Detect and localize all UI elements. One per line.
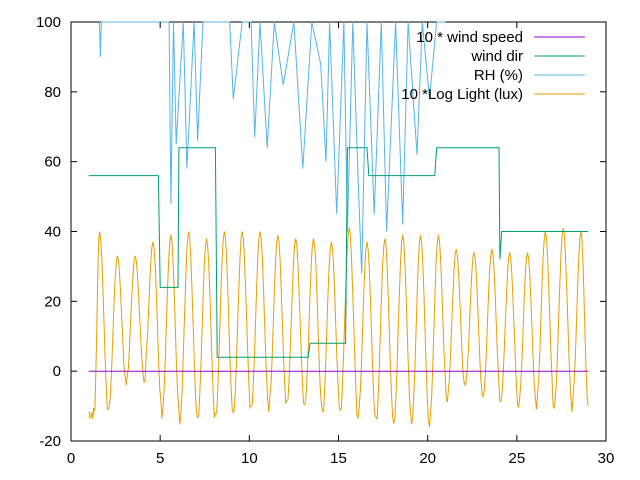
legend: 10 * wind speed wind dir RH (%) 10 *Log Lig… (401, 29, 585, 103)
x-tick-label: 5 (156, 450, 164, 467)
y-tick-label: -20 (39, 433, 61, 450)
y-tick-label: 60 (44, 154, 61, 171)
y-tick-label: 80 (44, 84, 61, 101)
series-layer (88, 21, 589, 428)
x-tick-label: 20 (419, 450, 436, 467)
series-line-wind-dir (88, 147, 589, 358)
legend-label: 10 *Log Light (lux) (401, 86, 523, 103)
y-tick-label: 20 (44, 293, 61, 310)
x-tick-label: 0 (67, 450, 75, 467)
y-tick-label: 40 (44, 224, 61, 241)
x-tick-label: 25 (508, 450, 525, 467)
x-tick-label: 30 (598, 450, 615, 467)
x-tick-label: 10 (241, 450, 258, 467)
x-tick-label: 15 (330, 450, 347, 467)
y-tick-label: 100 (36, 14, 61, 31)
y-tick-label: 0 (53, 363, 61, 380)
series-line-rh (99, 21, 446, 274)
legend-label: RH (%) (474, 67, 523, 84)
legend-label: 10 * wind speed (416, 29, 523, 46)
legend-label: wind dir (470, 48, 523, 65)
series-line-10-log-light-lux (88, 227, 589, 428)
axis-layer: -20 0 20 40 60 80 100 0 5 10 15 20 25 30 (36, 14, 614, 467)
